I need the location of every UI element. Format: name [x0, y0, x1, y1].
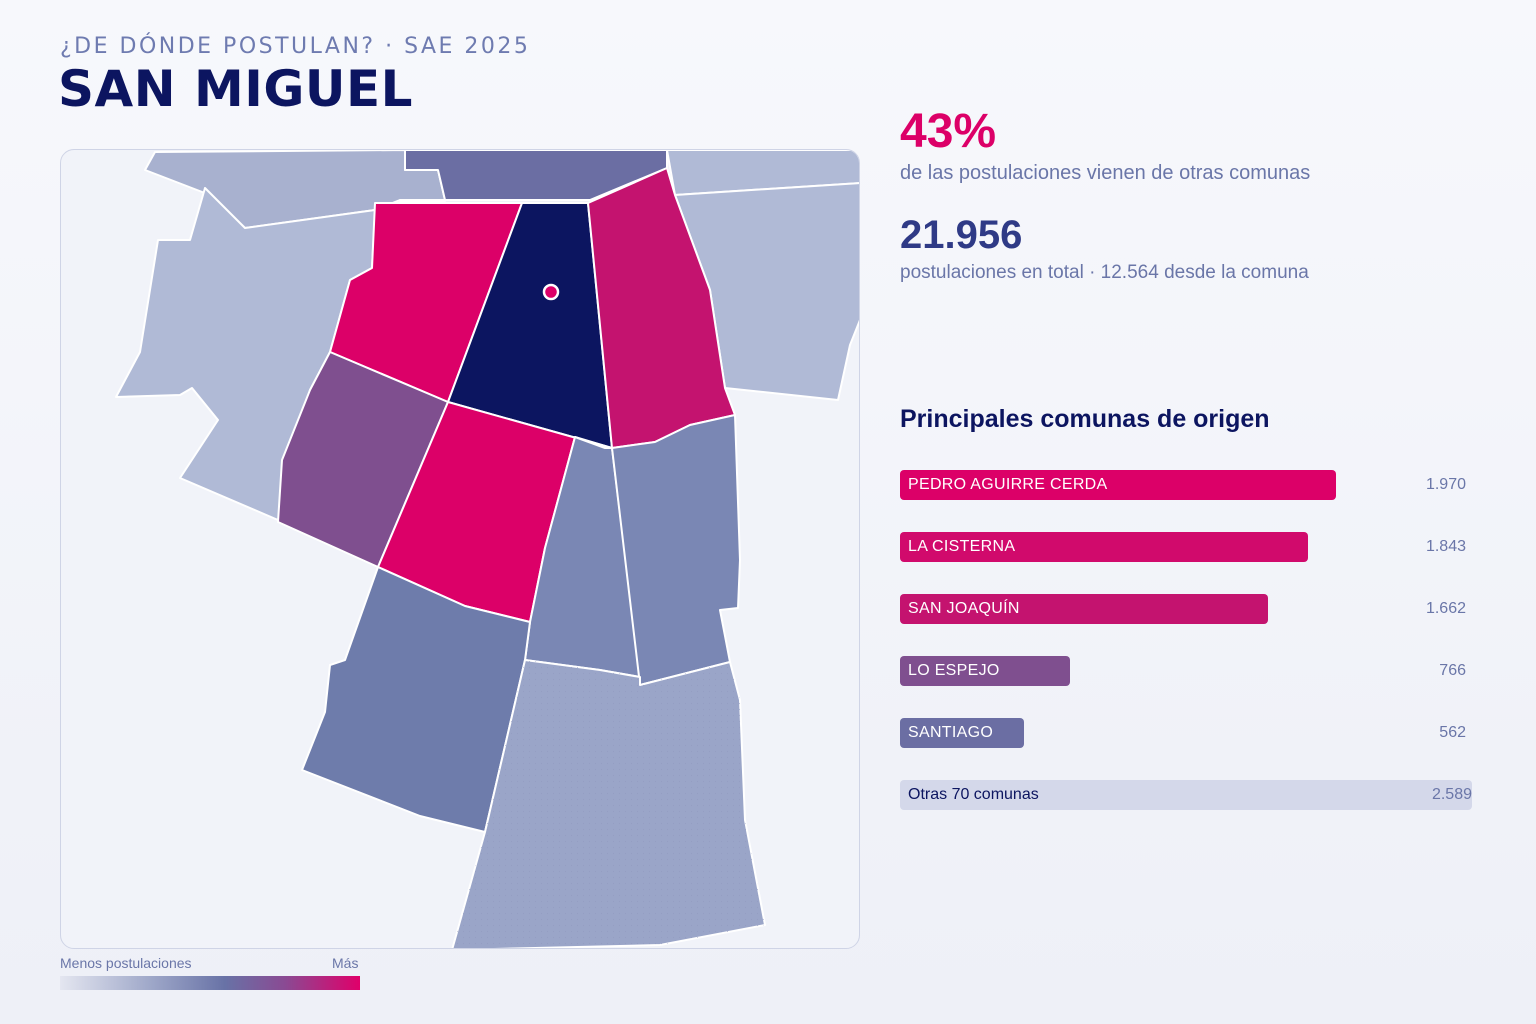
- ranking-row-other[interactable]: Otras 70 comunas 2.589: [900, 780, 1472, 810]
- ranking-bar: LO ESPEJO: [900, 656, 1070, 686]
- ranking-value: 1.970: [1425, 476, 1466, 493]
- ranking-value: 1.843: [1425, 538, 1466, 555]
- legend-less-label: Menos postulaciones: [60, 955, 192, 971]
- page-title: SAN MIGUEL: [58, 60, 413, 118]
- map-svg: [115, 150, 860, 948]
- external-share-value: 43%: [900, 105, 997, 158]
- ranking-bar: PEDRO AGUIRRE CERDA: [900, 470, 1336, 500]
- ranking-row[interactable]: SAN JOAQUÍN 1.662: [900, 594, 1472, 624]
- comuna-santiago[interactable]: [399, 150, 668, 201]
- ranking-row[interactable]: PEDRO AGUIRRE CERDA 1.970: [900, 470, 1472, 500]
- ranking-value: 562: [1439, 724, 1466, 741]
- ranking-row[interactable]: SANTIAGO 562: [900, 718, 1472, 748]
- total-applications-value: 21.956: [900, 213, 1023, 257]
- ranking-value: 766: [1439, 662, 1466, 679]
- ranking-row[interactable]: LO ESPEJO 766: [900, 656, 1472, 686]
- comuna-south-west[interactable]: [301, 566, 531, 833]
- other-communes-value: 2.589: [1431, 786, 1472, 803]
- san-miguel-marker[interactable]: [542, 283, 560, 301]
- other-communes-bar: Otras 70 comunas: [900, 780, 1472, 810]
- ranking-bar: LA CISTERNA: [900, 532, 1308, 562]
- choropleth-map: [60, 149, 860, 949]
- comuna-top-right[interactable]: [666, 150, 860, 196]
- ranking-bar: SAN JOAQUÍN: [900, 594, 1268, 624]
- ranking-value: 1.662: [1425, 600, 1466, 617]
- legend-gradient: [60, 976, 360, 990]
- external-share-text: de las postulaciones vienen de otras com…: [900, 162, 1311, 184]
- ranking-title: Principales comunas de origen: [900, 405, 1270, 433]
- total-applications-text: postulaciones en total · 12.564 desde la…: [900, 262, 1309, 283]
- legend-more-label: Más: [332, 955, 359, 971]
- ranking-row[interactable]: LA CISTERNA 1.843: [900, 532, 1472, 562]
- ranking-bar: SANTIAGO: [900, 718, 1024, 748]
- map-subtitle: ¿DE DÓNDE POSTULAN? · SAE 2025: [60, 34, 531, 59]
- comuna-south-dots: [452, 660, 765, 948]
